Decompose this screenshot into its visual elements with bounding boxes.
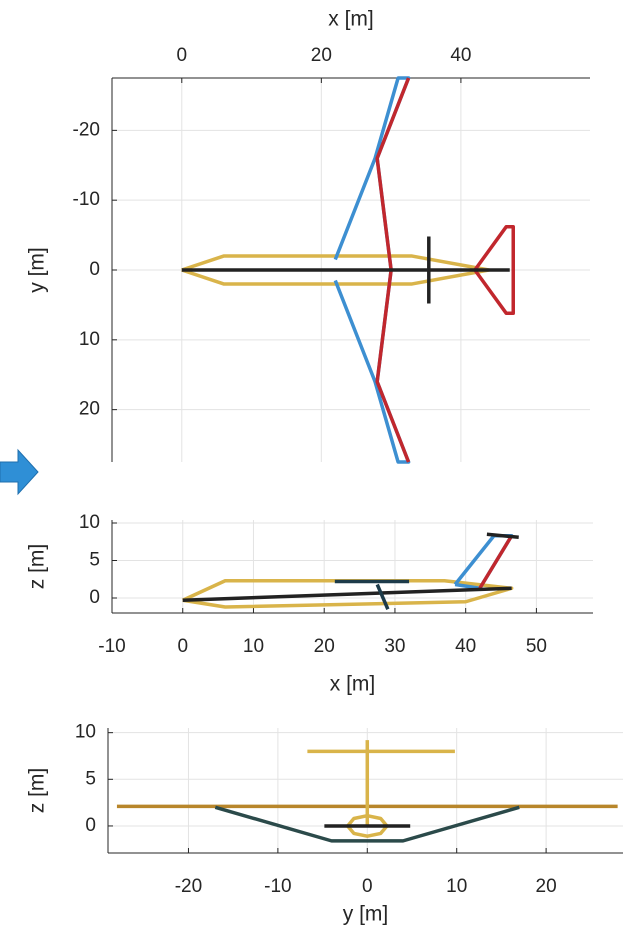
x-tick-label: 20	[311, 45, 332, 66]
x-tick-label: 10	[243, 636, 264, 657]
y-axis-label: y [m]	[26, 247, 49, 293]
y-tick-label: -10	[73, 189, 100, 210]
y-tick-label: 10	[79, 329, 100, 350]
line-series	[375, 583, 390, 610]
x-axis-label: y [m]	[343, 903, 389, 926]
x-tick-label: 0	[362, 876, 373, 897]
line-series	[214, 805, 520, 843]
x-tick-label: -10	[264, 876, 291, 897]
line-series	[473, 224, 515, 316]
x-tick-label: 0	[176, 45, 187, 66]
y-tick-label: 10	[79, 512, 100, 533]
y-tick-label: 20	[79, 399, 100, 420]
x-tick-label: 10	[446, 876, 467, 897]
x-tick-label: -20	[175, 876, 202, 897]
line-series	[478, 534, 514, 590]
y-axis-label: z [m]	[26, 768, 49, 814]
line-series	[486, 532, 519, 539]
x-tick-label: 50	[526, 636, 547, 657]
x-tick-label: 30	[384, 636, 405, 657]
arrow	[0, 448, 39, 496]
y-tick-label: 10	[75, 722, 96, 743]
y-tick-label: 5	[89, 550, 100, 571]
x-tick-label: 20	[536, 876, 557, 897]
line-series	[182, 586, 512, 602]
y-tick-label: 0	[89, 587, 100, 608]
y-tick-label: 0	[89, 259, 100, 280]
x-tick-label: 40	[450, 45, 471, 66]
x-axis-label: x [m]	[328, 8, 374, 31]
y-axis-label: z [m]	[26, 544, 49, 590]
x-tick-label: 0	[177, 636, 188, 657]
x-tick-label: -10	[98, 636, 125, 657]
y-tick-label: 5	[85, 768, 96, 789]
x-tick-label: 20	[314, 636, 335, 657]
y-tick-label: 0	[85, 815, 96, 836]
x-tick-label: 40	[455, 636, 476, 657]
y-tick-label: -20	[73, 119, 100, 140]
x-axis-label: x [m]	[330, 673, 376, 696]
